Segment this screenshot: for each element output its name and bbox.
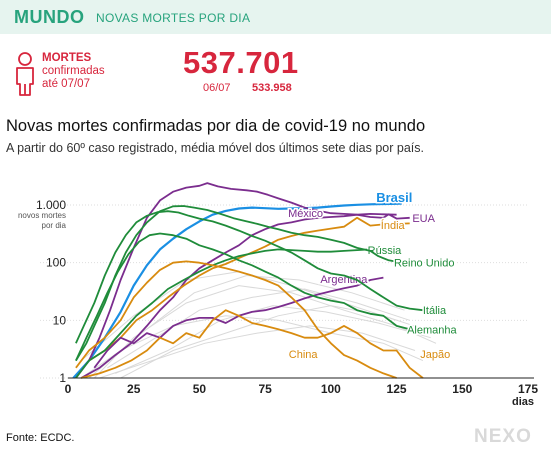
series-line [88, 216, 410, 362]
y-tick-label: 10 [53, 313, 67, 327]
y-tick-label: 100 [46, 256, 66, 270]
y-tick-label: 1 [59, 371, 66, 385]
x-tick-label: 100 [321, 382, 341, 396]
background-series-line [115, 305, 431, 374]
x-tick-label: 150 [452, 382, 472, 396]
series-label: Índia [381, 219, 406, 232]
background-series-line [88, 274, 405, 379]
series-label: Rússia [368, 245, 403, 257]
previous-date: 06/07 [203, 82, 231, 94]
chart-title: Novas mortes confirmadas por dia de covi… [6, 117, 426, 135]
x-tick-label: 0 [65, 382, 72, 396]
series-line [75, 248, 397, 379]
total-deaths: 537.701 [183, 45, 299, 80]
series-label: Reino Unido [394, 258, 455, 270]
series-label: EUA [412, 213, 435, 225]
x-tick-label: 175 [518, 382, 538, 396]
series-line [75, 232, 423, 361]
series-line [75, 182, 410, 379]
y-axis-caption: novos mortes [18, 211, 66, 220]
series-label: Brasil [376, 190, 412, 205]
series-line [72, 202, 402, 379]
x-tick-label: 125 [387, 382, 407, 396]
deaths-label: MORTES confirmadas até 07/07 [42, 52, 105, 91]
background-series-line [99, 325, 416, 379]
deaths-label-line2: confirmadas [42, 65, 105, 77]
x-tick-label: 75 [258, 382, 272, 396]
series-line [93, 276, 384, 369]
background-series-line [107, 288, 410, 369]
y-axis-caption: por dia [42, 221, 67, 230]
background-series-line [80, 315, 424, 379]
series-label: Argentina [320, 274, 368, 286]
series-label: China [289, 349, 319, 361]
person-icon [16, 52, 34, 96]
series-line [75, 205, 423, 362]
section-title: NOVAS MORTES POR DIA [96, 11, 251, 25]
chart-subtitle: A partir do 60º caso registrado, média m… [6, 141, 424, 155]
region-title: MUNDO [14, 7, 85, 27]
x-tick-label: 25 [127, 382, 141, 396]
series-label: Japão [420, 349, 450, 361]
series-line [75, 260, 397, 379]
previous-total: 533.958 [252, 82, 292, 94]
series-line [80, 213, 397, 379]
series-label: Itália [423, 305, 447, 317]
series-line [75, 210, 424, 344]
x-tick-label: 50 [193, 382, 207, 396]
deaths-label-line1: MORTES [42, 52, 92, 64]
y-tick-label: 1.000 [36, 198, 66, 212]
source-note: Fonte: ECDC. [6, 432, 75, 444]
deaths-label-line3: até 07/07 [42, 78, 90, 90]
nexo-logo: NEXO [474, 426, 532, 447]
series-line [80, 309, 424, 379]
x-unit-label: dias [512, 396, 534, 408]
series-label: Alemanha [407, 324, 457, 336]
top-bar: MUNDO NOVAS MORTES POR DIA [0, 0, 551, 34]
series-label: México [288, 208, 323, 220]
